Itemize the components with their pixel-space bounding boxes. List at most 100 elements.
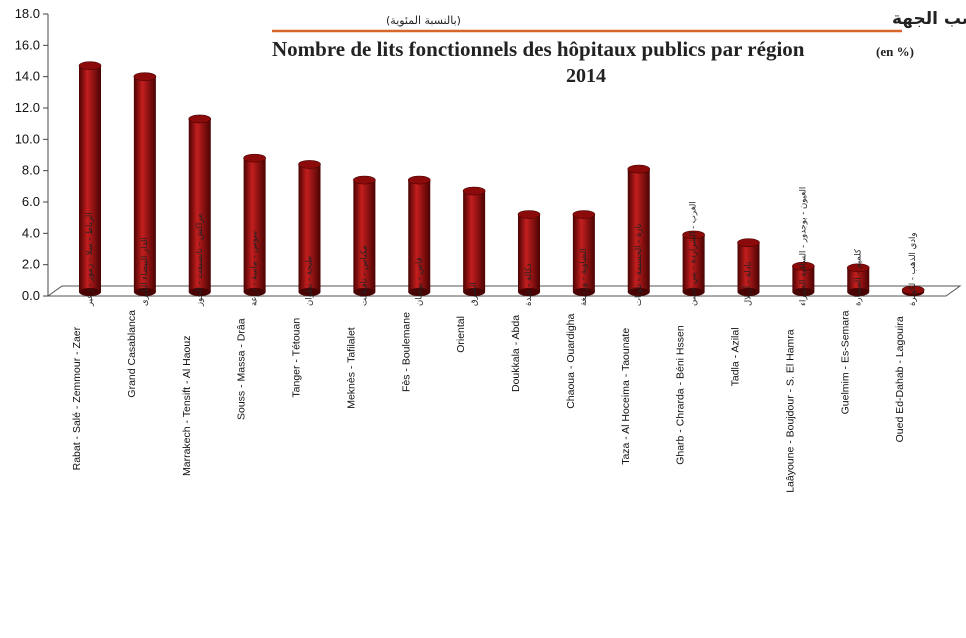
bar-base xyxy=(353,288,376,296)
bar-base xyxy=(79,288,101,296)
bar-body xyxy=(792,266,815,292)
x-tick-label-fr: Grand Casablanca xyxy=(126,310,138,398)
bar-top xyxy=(133,72,157,81)
bar-top xyxy=(243,153,266,163)
chart-floor xyxy=(46,285,962,297)
chart-title-group: (بالنسبة المئوية) عدد الأسرة المستعملة ب… xyxy=(272,8,966,87)
bar xyxy=(572,210,596,296)
x-tick-label-ar: فاس - بولمان xyxy=(414,257,424,306)
bar xyxy=(737,238,760,296)
x-axis-labels: Rabat - Salé - Zemmour - Zaer الرباط - سل… xyxy=(71,187,918,493)
x-tick-label-fr: Meknès - Tafilalet xyxy=(345,327,357,409)
x-tick-label-ar: العيون - بوجدور - الساقية الحمراء xyxy=(798,187,808,306)
bar-base xyxy=(847,288,870,296)
bar-body xyxy=(133,76,156,293)
x-tick-label-ar: وادي الذهب - لكويرة xyxy=(908,232,918,306)
x-tick-label-ar: مكناس - تافيلالت xyxy=(359,245,369,306)
y-tick-label: 6.0 xyxy=(22,194,40,209)
y-axis-ticks: 0.0 2.0 4.0 6.0 8.0 10.0 12.0 14.0 16.0 18.0 xyxy=(15,6,48,303)
bar xyxy=(682,230,705,296)
x-tick-label-ar: الرباط - سلا - زمور - زعير xyxy=(85,212,95,307)
bar xyxy=(792,261,815,296)
x-tick-label-ar: الدار البيضاء الكبرى xyxy=(140,237,150,306)
bar-top xyxy=(462,186,486,196)
bar-base xyxy=(188,288,211,296)
y-tick-label: 16.0 xyxy=(15,37,40,52)
bar-body xyxy=(243,158,266,292)
x-tick-label-fr: Tadla - Azilal xyxy=(730,327,742,386)
x-tick-label-ar: كلميم - السمارة xyxy=(853,248,863,306)
bars xyxy=(78,61,925,296)
bar-body xyxy=(847,267,870,292)
bar-body xyxy=(682,234,705,292)
bar-body xyxy=(353,180,376,292)
bar-base xyxy=(133,288,156,296)
bar xyxy=(243,153,266,296)
chart-title-ar-unit: (بالنسبة المئوية) xyxy=(386,14,461,27)
bar-top xyxy=(737,238,760,248)
bar xyxy=(353,175,376,296)
bar-top xyxy=(572,210,596,219)
x-tick-label-fr: Marrakech - Tensift - Al Haouz xyxy=(181,336,193,476)
bar-body xyxy=(572,214,595,292)
y-tick-label: 4.0 xyxy=(22,225,40,240)
bar-body xyxy=(518,214,540,292)
bar xyxy=(407,175,431,296)
chart-title-ar: عدد الأسرة المستعملة بالمستشفيات العمومي… xyxy=(892,8,966,29)
chart-title: Nombre de lits fonctionnels des hôpitaux… xyxy=(272,37,805,61)
x-tick-label-ar: سوس - ماسة - درعة xyxy=(250,231,260,306)
bar-top xyxy=(78,61,102,70)
chart-title-unit: (en %) xyxy=(876,44,914,59)
x-tick-label-ar: مراكش - تانسيفت - الحوز xyxy=(195,214,205,307)
bar xyxy=(901,285,925,296)
y-tick-label: 8.0 xyxy=(22,163,40,178)
x-tick-label-fr: Doukkala - Abda xyxy=(510,315,522,392)
bar-base xyxy=(298,288,321,296)
x-tick-label-fr: Tanger - Tétouan xyxy=(291,318,303,398)
bar-body xyxy=(188,118,211,292)
bar-top xyxy=(517,210,541,219)
bar xyxy=(462,186,486,296)
bar-top xyxy=(846,263,870,273)
chart-subtitle: 2014 xyxy=(566,65,606,87)
bar-body xyxy=(298,164,321,292)
y-tick-label: 2.0 xyxy=(22,257,40,272)
x-tick-label-ar: تازة - الحسيمة - تاونات xyxy=(634,223,644,306)
bar-base xyxy=(572,288,595,296)
x-tick-label-fr: Chaoua - Ouardigha xyxy=(565,313,577,408)
chart-axes xyxy=(46,14,962,297)
bar-base xyxy=(518,288,540,296)
bar xyxy=(188,114,212,296)
bar xyxy=(78,61,102,296)
bar xyxy=(846,263,870,296)
bar-top xyxy=(682,230,705,240)
y-tick-label: 14.0 xyxy=(15,69,40,84)
y-tick-label: 0.0 xyxy=(22,288,40,303)
bar-base xyxy=(682,288,705,296)
x-tick-label-fr: Oued Ed-Dahab - Lagouira xyxy=(894,316,906,442)
bar-body xyxy=(627,169,650,292)
bar-base xyxy=(737,288,760,296)
bar-base xyxy=(627,288,650,296)
bar-body xyxy=(463,191,486,292)
x-tick-label-ar: الغرب - الشراردة - بني حسن xyxy=(689,201,699,306)
bar-top xyxy=(298,160,321,169)
x-tick-label-ar: تادلة - أزيلال xyxy=(742,261,754,306)
bar-base xyxy=(792,288,815,296)
x-tick-label-ar: طنجة - تطوان xyxy=(305,256,315,306)
y-tick-label: 10.0 xyxy=(15,131,40,146)
bar-top xyxy=(188,114,212,124)
y-tick-label: 18.0 xyxy=(15,6,40,21)
y-tick-label: 12.0 xyxy=(15,100,40,115)
x-tick-label-ar: الشاوية - ورديغة xyxy=(579,248,589,306)
x-tick-label-fr: Fès - Boulemane xyxy=(400,312,412,392)
bar-base xyxy=(408,288,431,296)
x-tick-label-ar: الشرق xyxy=(469,282,479,306)
bar-body xyxy=(408,180,431,292)
x-tick-label-fr: Guelmim - Es-Semara xyxy=(839,310,851,414)
x-tick-label-fr: Oriental xyxy=(455,316,467,353)
bar-top xyxy=(407,175,431,185)
x-tick-label-fr: Laâyoune - Boujdour - S. El Hamra xyxy=(784,329,796,493)
x-tick-label-fr: Taza - Al Hoceima - Taounate xyxy=(620,328,632,465)
